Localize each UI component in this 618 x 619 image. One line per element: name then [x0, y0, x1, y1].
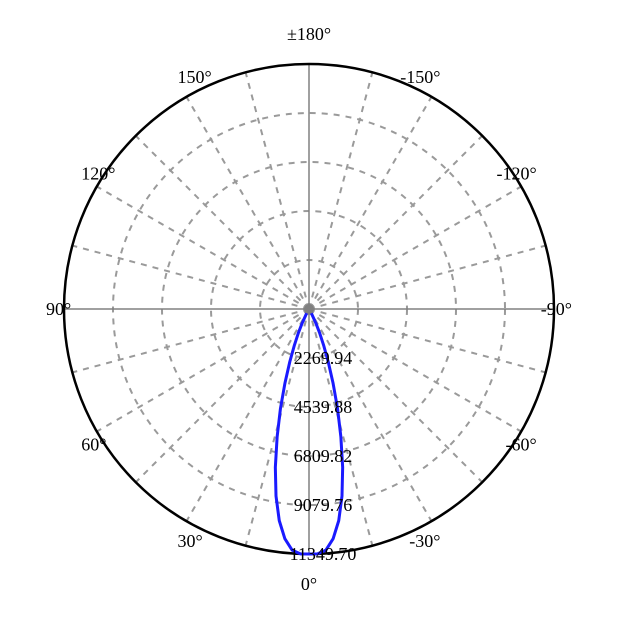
- grid-spoke: [309, 246, 546, 309]
- grid-spoke: [309, 136, 482, 309]
- radial-label: 2269.94: [294, 348, 353, 368]
- radial-labels: 2269.94 4539.88 6809.82 9079.76 11349.70: [290, 348, 357, 564]
- radial-label: 11349.70: [290, 544, 357, 564]
- angle-label: 30°: [178, 531, 203, 551]
- angle-label: -60°: [506, 435, 537, 455]
- radial-label: 4539.88: [294, 397, 353, 417]
- angle-label: -120°: [497, 164, 537, 184]
- grid-spoke: [136, 136, 309, 309]
- angle-label: 90°: [46, 299, 71, 319]
- center-dot: [304, 304, 314, 314]
- radial-label: 6809.82: [294, 446, 353, 466]
- grid-spoke: [72, 309, 309, 372]
- grid-spoke: [72, 246, 309, 309]
- grid-spoke: [97, 187, 309, 310]
- angle-label: -30°: [409, 531, 440, 551]
- grid-spoke: [97, 309, 309, 432]
- angle-label: -150°: [400, 67, 440, 87]
- angle-label: 0°: [301, 574, 317, 594]
- grid-spoke: [246, 72, 309, 309]
- grid-spoke: [187, 309, 310, 521]
- grid-spoke: [309, 187, 521, 310]
- radial-label: 9079.76: [294, 495, 353, 515]
- grid-spoke: [309, 97, 432, 309]
- grid-spoke: [187, 97, 310, 309]
- angle-label: -90°: [541, 299, 572, 319]
- angle-label: 60°: [81, 435, 106, 455]
- angle-label: ±180°: [287, 24, 331, 44]
- angle-label: 150°: [178, 67, 212, 87]
- polar-chart: 2269.94 4539.88 6809.82 9079.76 11349.70 ±180…: [0, 0, 618, 619]
- angle-label: 120°: [81, 164, 115, 184]
- grid-spoke: [309, 72, 372, 309]
